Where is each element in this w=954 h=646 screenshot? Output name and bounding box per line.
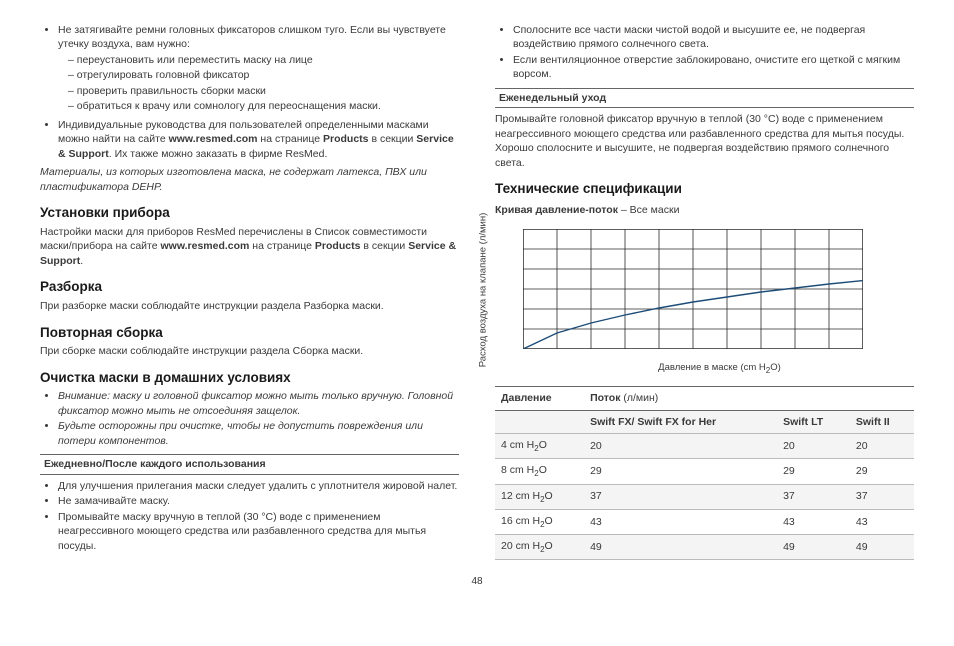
dash-list: переустановить или переместить маску на …: [68, 53, 459, 114]
heading-cleaning: Очистка маски в домашних условиях: [40, 369, 459, 388]
cell-value: 49: [850, 534, 914, 559]
text: Не затягивайте ремни головных фиксаторов…: [58, 24, 446, 50]
materials-note: Материалы, из которых изготовлена маска,…: [40, 165, 459, 194]
cell-value: 29: [777, 459, 850, 484]
bullet-item: Внимание: маску и головной фиксатор можн…: [58, 389, 459, 418]
dash-item: отрегулировать головной фиксатор: [68, 68, 459, 82]
cell-value: 20: [850, 434, 914, 459]
bullet-list-1: Не затягивайте ремни головных фиксаторов…: [58, 23, 459, 161]
cell-value: 43: [584, 509, 777, 534]
cell-value: 43: [850, 509, 914, 534]
bullet-item: Будьте осторожны при очистке, чтобы не д…: [58, 419, 459, 448]
bullet-item: Индивидуальные руководства для пользоват…: [58, 118, 459, 161]
text: Products: [315, 240, 361, 252]
heading-reassembly: Повторная сборка: [40, 324, 459, 343]
dash-item: обратиться к врачу или сомнологу для пер…: [68, 99, 459, 113]
pressure-flow-chart: [523, 229, 863, 349]
bullet-item: Сполосните все части маски чистой водой …: [513, 23, 914, 52]
link-text: www.resmed.com: [160, 240, 249, 252]
bullet-item: Для улучшения прилегания маски следует у…: [58, 479, 459, 493]
heading-disassembly: Разборка: [40, 278, 459, 297]
bullet-list-daily: Для улучшения прилегания маски следует у…: [58, 479, 459, 553]
bullet-list-clean: Внимание: маску и головной фиксатор можн…: [58, 389, 459, 448]
cell-value: 20: [584, 434, 777, 459]
bullet-item: Промывайте маску вручную в теплой (30 °C…: [58, 510, 459, 553]
th-pressure: Давление: [495, 387, 584, 410]
dash-item: проверить правильность сборки маски: [68, 84, 459, 98]
table-row: 12 cm H2O373737: [495, 484, 914, 509]
cell-value: 49: [777, 534, 850, 559]
cell-subcol: Swift LT: [777, 410, 850, 433]
cell-value: 37: [850, 484, 914, 509]
text: на странице: [249, 240, 315, 252]
heading-tech: Технические спецификации: [495, 180, 914, 199]
bullet-item: Не замачивайте маску.: [58, 494, 459, 508]
disassembly-text: При разборке маски соблюдайте инструкции…: [40, 299, 459, 313]
cell-value: 29: [850, 459, 914, 484]
th-flow: Поток (л/мин): [584, 387, 914, 410]
text: Products: [323, 133, 369, 145]
text: Кривая давление-поток: [495, 204, 618, 216]
cell-pressure: 16 cm H2O: [495, 509, 584, 534]
page: Не затягивайте ремни головных фиксаторов…: [0, 0, 954, 570]
bullet-item: Не затягивайте ремни головных фиксаторов…: [58, 23, 459, 114]
table-row: 8 cm H2O292929: [495, 459, 914, 484]
right-column: Сполосните все части маски чистой водой …: [495, 22, 914, 560]
table-subhead-row: Swift FX/ Swift FX for HerSwift LTSwift …: [495, 410, 914, 433]
text: Давление в маске (cm H: [658, 362, 766, 373]
cell-empty: [495, 410, 584, 433]
chart-xlabel: Давление в маске (cm H2O): [525, 361, 914, 376]
dash-item: переустановить или переместить маску на …: [68, 53, 459, 67]
install-text: Настройки маски для приборов ResMed пере…: [40, 225, 459, 268]
left-column: Не затягивайте ремни головных фиксаторов…: [40, 22, 459, 560]
weekly-text: Промывайте головной фиксатор вручную в т…: [495, 112, 914, 170]
cell-value: 43: [777, 509, 850, 534]
cell-pressure: 20 cm H2O: [495, 534, 584, 559]
cell-value: 20: [777, 434, 850, 459]
cell-pressure: 4 cm H2O: [495, 434, 584, 459]
text: (л/мин): [620, 392, 658, 404]
spec-table: Давление Поток (л/мин) Swift FX/ Swift F…: [495, 386, 914, 560]
table-row: 20 cm H2O494949: [495, 534, 914, 559]
cell-subcol: Swift FX/ Swift FX for Her: [584, 410, 777, 433]
bullet-item: Если вентиляционное отверстие заблокиров…: [513, 53, 914, 82]
text: – Все маски: [618, 204, 679, 216]
table-row: 16 cm H2O434343: [495, 509, 914, 534]
chart-wrap: Расход воздуха на клапане (л/мин): [495, 225, 875, 355]
text: на странице: [257, 133, 323, 145]
table-head-row: Давление Поток (л/мин): [495, 387, 914, 410]
bullet-list-top: Сполосните все части маски чистой водой …: [513, 23, 914, 82]
text: в секции: [369, 133, 417, 145]
chart-ylabel: Расход воздуха на клапане (л/мин): [476, 213, 489, 368]
cell-value: 37: [777, 484, 850, 509]
strip-daily: Ежедневно/После каждого использования: [40, 454, 459, 474]
cell-pressure: 8 cm H2O: [495, 459, 584, 484]
text: O): [770, 362, 781, 373]
strip-weekly: Еженедельный уход: [495, 88, 914, 108]
cell-value: 49: [584, 534, 777, 559]
text: в секции: [360, 240, 408, 252]
text: Поток: [590, 392, 620, 404]
table-row: 4 cm H2O202020: [495, 434, 914, 459]
cell-value: 29: [584, 459, 777, 484]
link-text: www.resmed.com: [169, 133, 258, 145]
pv-caption: Кривая давление-поток – Все маски: [495, 203, 914, 217]
reassembly-text: При сборке маски соблюдайте инструкции р…: [40, 344, 459, 358]
cell-pressure: 12 cm H2O: [495, 484, 584, 509]
cell-subcol: Swift II: [850, 410, 914, 433]
cell-value: 37: [584, 484, 777, 509]
text: . Их также можно заказать в фирме ResMed…: [109, 148, 328, 160]
text: .: [80, 255, 83, 267]
heading-install: Установки прибора: [40, 204, 459, 223]
page-number: 48: [0, 576, 954, 587]
